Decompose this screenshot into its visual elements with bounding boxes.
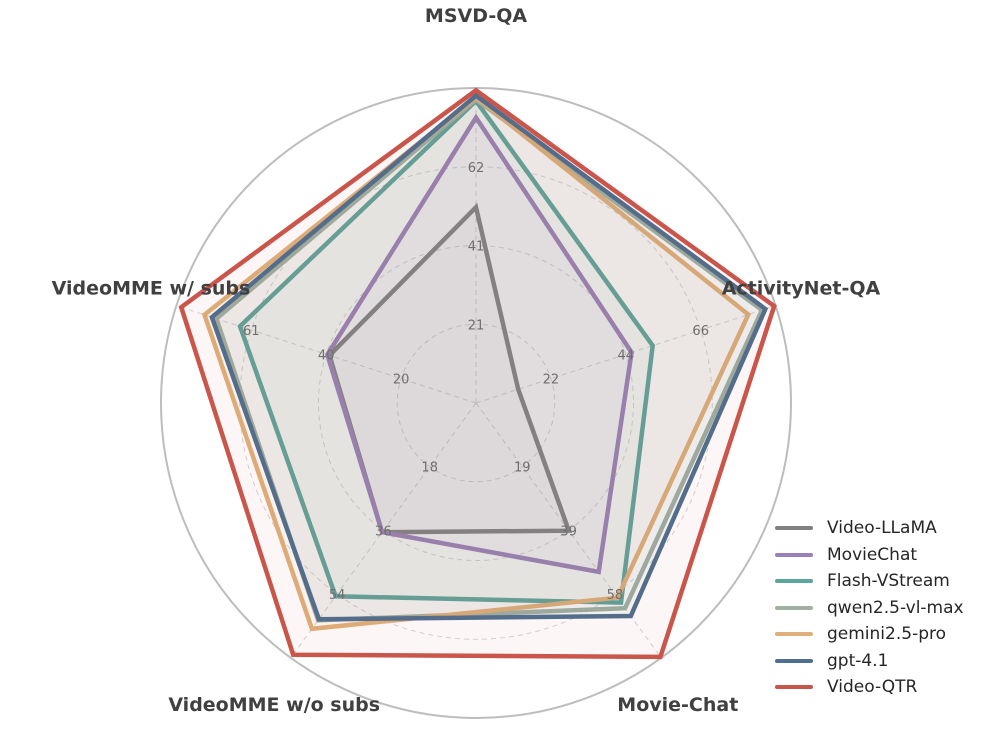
legend-label: gemini2.5-pro bbox=[827, 624, 947, 645]
series-polygon bbox=[209, 92, 769, 622]
legend-swatch bbox=[775, 658, 813, 663]
series-polygon bbox=[326, 202, 572, 535]
legend-label: Flash-VStream bbox=[827, 571, 950, 592]
axis-spoke bbox=[475, 305, 776, 404]
legend-item: Video-LLaMA bbox=[775, 515, 964, 542]
series-polygon bbox=[324, 113, 634, 575]
tick-label: 40 bbox=[318, 348, 335, 363]
legend-item: gpt-4.1 bbox=[775, 648, 964, 675]
axis-label: VideoMME w/ subs bbox=[52, 277, 251, 299]
radar-tick-labels: 21 41 62 22 44 66 19 39 58 18 36 54 20 40 61 bbox=[243, 161, 709, 603]
legend-label: Video-LLaMA bbox=[827, 518, 937, 539]
legend-swatch bbox=[775, 685, 813, 690]
tick-label: 66 bbox=[692, 324, 709, 339]
tick-label: 36 bbox=[375, 524, 392, 539]
legend-label: Video-QTR bbox=[827, 677, 918, 698]
series-polygon bbox=[237, 97, 656, 605]
tick-label: 44 bbox=[618, 348, 635, 363]
legend-swatch bbox=[775, 605, 813, 610]
legend-item: gemini2.5-pro bbox=[775, 621, 964, 648]
tick-label: 18 bbox=[421, 461, 438, 476]
axis-label: ActivityNet-QA bbox=[722, 277, 881, 299]
grid-circle bbox=[396, 323, 556, 483]
grid-circle bbox=[239, 166, 713, 640]
series-polygon bbox=[178, 87, 777, 660]
tick-label: 39 bbox=[560, 524, 577, 539]
tick-label: 22 bbox=[543, 373, 560, 388]
legend-swatch bbox=[775, 632, 813, 637]
axis-label: VideoMME w/o subs bbox=[168, 694, 380, 716]
tick-label: 58 bbox=[607, 588, 624, 603]
tick-label: 19 bbox=[514, 461, 531, 476]
tick-label: 41 bbox=[468, 240, 485, 255]
tick-label: 54 bbox=[329, 588, 346, 603]
legend-label: MovieChat bbox=[827, 544, 918, 565]
legend-item: qwen2.5-vl-max bbox=[775, 595, 964, 622]
chart-legend: Video-LLaMA MovieChat Flash-VStream qwen2.5… bbox=[775, 515, 964, 701]
legend-item: Video-QTR bbox=[775, 674, 964, 701]
tick-label: 61 bbox=[243, 324, 260, 339]
axis-label: MSVD-QA bbox=[425, 5, 527, 27]
radar-series bbox=[178, 87, 777, 660]
tick-label: 21 bbox=[468, 318, 485, 333]
series-polygon bbox=[201, 94, 752, 632]
legend-swatch bbox=[775, 526, 813, 531]
legend-item: MovieChat bbox=[775, 542, 964, 569]
legend-swatch bbox=[775, 552, 813, 557]
legend-item: Flash-VStream bbox=[775, 568, 964, 595]
axis-label: Movie-Chat bbox=[617, 694, 738, 716]
tick-label: 62 bbox=[468, 161, 485, 176]
legend-label: gpt-4.1 bbox=[827, 650, 889, 671]
legend-swatch bbox=[775, 579, 813, 584]
radar-axis-labels: MSVD-QA ActivityNet-QA Movie-Chat VideoMME … bbox=[52, 5, 881, 716]
legend-label: qwen2.5-vl-max bbox=[827, 597, 964, 618]
tick-label: 20 bbox=[393, 373, 410, 388]
